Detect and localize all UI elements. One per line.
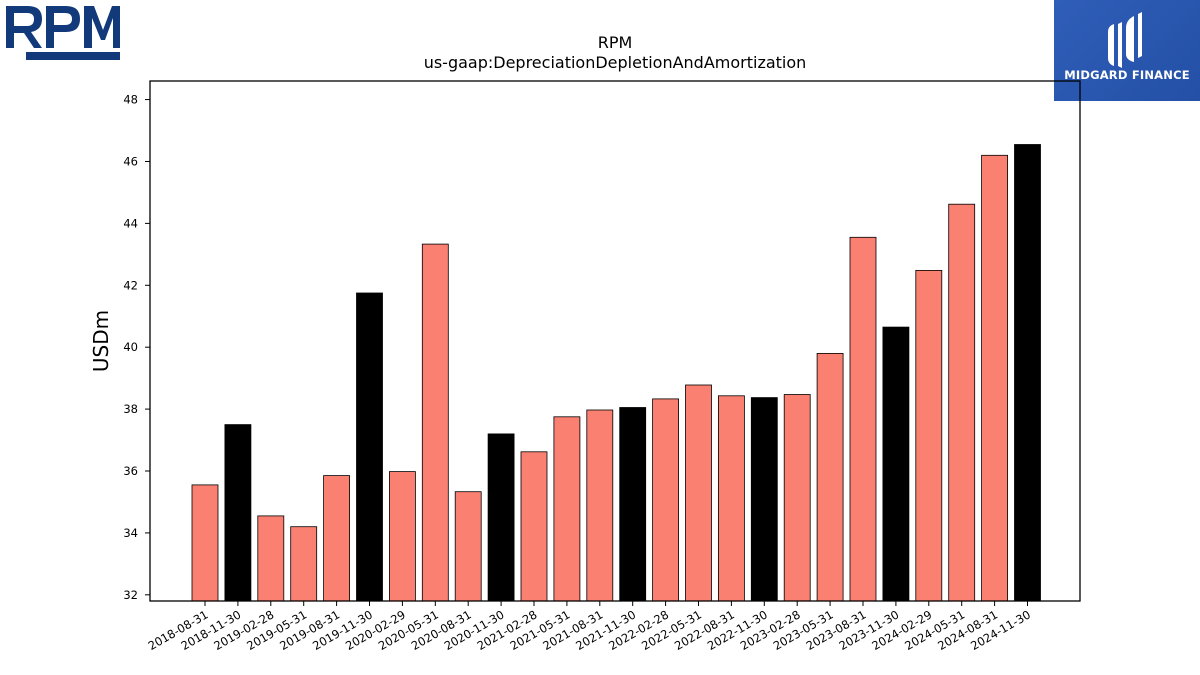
bar-2019-11-30 [356,292,383,602]
bar-2023-11-30 [882,326,910,602]
bar-2023-05-31 [816,352,844,602]
bar-2020-11-30 [487,433,515,602]
y-tick-label: 32 [123,588,138,602]
bar-2022-02-28 [652,398,679,602]
plot-frame [149,80,1081,602]
y-tick-label: 36 [123,464,138,478]
y-tick-label: 42 [123,278,138,292]
bar-2023-08-31 [849,236,877,602]
bar-2021-02-28 [520,451,548,602]
y-tick-label: 34 [123,526,138,540]
bar-2020-02-29 [388,471,416,602]
bar-2019-08-31 [323,475,351,602]
x-axis: 2018-08-312018-11-302019-02-282019-05-31… [146,601,1033,653]
y-tick-label: 40 [123,340,138,354]
bar-2021-05-31 [553,416,581,602]
chart-subtitle: us-gaap:DepreciationDepletionAndAmortiza… [424,53,807,72]
bar-2022-05-31 [685,384,712,602]
y-tick-label: 44 [123,216,138,230]
bar-2023-02-28 [783,394,811,602]
bar-2021-08-31 [586,409,614,602]
bar-2024-11-30 [1014,144,1041,602]
y-tick-label: 48 [123,93,138,107]
bar-2022-11-30 [750,397,778,602]
bar-2019-05-31 [290,526,318,602]
midgard-finance-text: MIDGARD FINANCE [1064,68,1190,82]
bar-2018-08-31 [191,484,219,602]
y-axis: 32 34 36 38 40 42 44 46 48 [123,93,150,602]
bar-2024-05-31 [948,203,976,602]
y-axis-label: USDm [89,310,113,372]
bar-2019-02-28 [257,515,285,602]
bar-2020-05-31 [421,243,449,602]
bar-2024-08-31 [981,154,1008,602]
y-tick-label: 38 [123,402,138,416]
bars-layer [191,144,1041,602]
bar-2018-11-30 [224,424,252,602]
bar-2024-02-29 [915,269,943,602]
bar-2022-08-31 [718,395,745,602]
midgard-finance-logo: MIDGARD FINANCE [1054,0,1200,101]
bar-2020-08-31 [454,491,482,602]
rpm-logo [6,6,120,60]
bar-2021-11-30 [619,407,647,602]
chart-title: RPM [598,33,633,52]
y-tick-label: 46 [123,154,138,168]
midgard-mark-icon [1108,12,1142,68]
